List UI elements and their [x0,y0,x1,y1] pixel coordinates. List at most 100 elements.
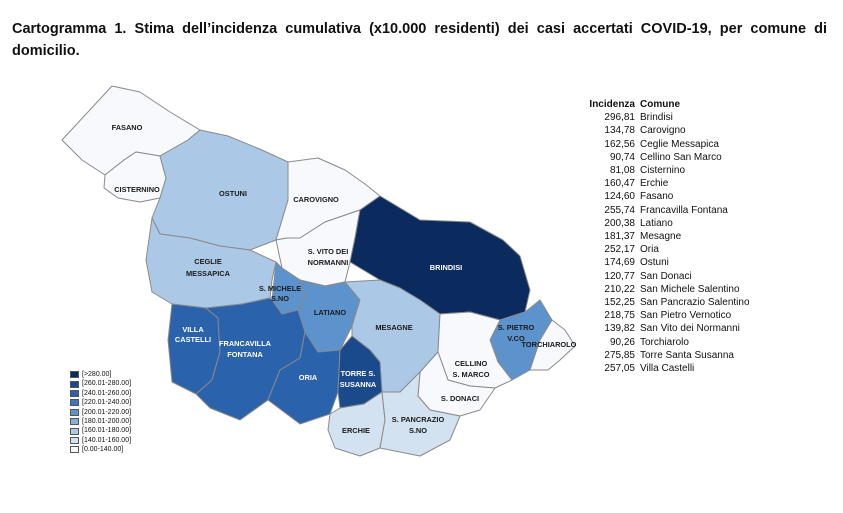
region-label-carovigno: CAROVIGNO [293,195,339,204]
header-comune: Comune [640,99,680,110]
comune-name: Cisternino [640,165,686,177]
table-row: 162,56 Ceglie Messapica [584,138,750,151]
region-ceglie-messapica [145,217,277,309]
region-label-torre-santa-susanna: SUSANNA [340,380,377,389]
table-row: 200,38 Latiano [584,217,750,230]
region-label-francavilla-fontana: FONTANA [227,350,263,359]
legend-label: [0.00-140.00] [82,446,124,454]
table-body: 296,81 Brindisi 134,78 Carovigno 162,56 Cegli… [584,111,750,375]
region-label-oria: ORIA [299,373,318,382]
region-label-san-michele-salentino: S.NO [271,294,289,303]
region-label-francavilla-fontana: FRANCAVILLA [219,339,272,348]
legend-swatch [70,427,79,435]
incidence-value: 90,26 [609,336,635,348]
comune-name: Brindisi [640,112,673,124]
legend-label: [240.01-260.00] [82,389,132,397]
region-label-san-vito-dei-normanni: NORMANNI [308,258,349,267]
region-label-san-pietro-vernotico: V.CO [507,334,525,343]
region-label-cisternino: CISTERNINO [114,185,160,194]
region-label-mesagne: MESAGNE [375,323,412,332]
table-row: 218,75 San Pietro Vernotico [584,309,750,322]
legend-item: [>280.00] [70,370,131,379]
legend-swatch [70,408,79,416]
comune-name: Erchie [640,178,669,190]
region-label-ceglie-messapica: CEGLIE [194,257,222,266]
legend-swatch [70,371,79,379]
table-header: Incidenza Comune [584,98,750,111]
table-row: 296,81 Brindisi [584,111,750,124]
legend-label: [260.01-280.00] [82,380,132,388]
legend-label: [180.01-200.00] [82,417,132,425]
incidence-value: 255,74 [604,204,635,216]
table-row: 255,74 Francavilla Fontana [584,204,750,217]
table-row: 90,26 Torchiarolo [584,336,750,349]
incidence-value: 160,47 [604,178,635,190]
incidence-value: 181,37 [604,231,635,243]
comune-name: San Vito dei Normanni [640,323,740,335]
header-incidenza: Incidenza [589,99,635,110]
table-row: 90,74 Cellino San Marco [584,151,750,164]
legend-label: [200.01-220.00] [82,408,132,416]
region-label-san-pancrazio-salentino: S. PANCRAZIO [392,415,445,424]
comune-name: San Pietro Vernotico [640,310,732,322]
incidence-value: 296,81 [604,112,635,124]
comune-name: Latiano [640,217,673,229]
map-title: Cartogramma 1. Stima dell’incidenza cumu… [12,21,827,59]
comune-name: San Michele Salentino [640,283,740,295]
legend-swatch [70,418,79,426]
table-row: 134,78 Carovigno [584,124,750,137]
comune-name: Mesagne [640,231,682,243]
region-torchiarolo [529,319,576,371]
table-row: 139,82 San Vito dei Normanni [584,322,750,335]
legend-swatch [70,436,79,444]
legend-item: [160.01-180.00] [70,426,131,435]
incidence-value: 200,38 [604,217,635,229]
region-label-torre-santa-susanna: TORRE S. [341,369,376,378]
comune-name: Ostuni [640,257,669,269]
incidence-table: Incidenza Comune 296,81 Brindisi 134,78 Car… [584,98,750,375]
incidence-value: 124,60 [604,191,635,203]
legend-item: [180.01-200.00] [70,417,131,426]
legend-swatch [70,399,79,407]
incidence-value: 257,05 [604,363,635,375]
incidence-value: 252,17 [604,244,635,256]
region-label-san-pancrazio-salentino: S.NO [409,426,427,435]
region-label-latiano: LATIANO [314,308,347,317]
table-row: 181,37 Mesagne [584,230,750,243]
legend-label: [140.01-160.00] [82,436,132,444]
region-label-cellino-san-marco: S. MARCO [453,370,490,379]
table-row: 160,47 Erchie [584,177,750,190]
comune-name: Francavilla Fontana [640,204,728,216]
incidence-value: 174,69 [604,257,635,269]
incidence-value: 162,56 [604,138,635,150]
legend-item: [260.01-280.00] [70,379,131,388]
comune-name: San Pancrazio Salentino [640,297,750,309]
region-label-villa-castelli: CASTELLI [175,335,211,344]
legend-item: [220.01-240.00] [70,398,131,407]
table-row: 252,17 Oria [584,243,750,256]
legend-label: [220.01-240.00] [82,399,132,407]
comune-name: Ceglie Messapica [640,138,719,150]
comune-name: Carovigno [640,125,686,137]
region-label-brindisi: BRINDISI [430,263,462,272]
region-label-san-michele-salentino: S. MICHELE [259,284,301,293]
table-row: 120,77 San Donaci [584,270,750,283]
legend-item: [140.01-160.00] [70,436,131,445]
incidence-value: 152,25 [604,297,635,309]
region-oria [267,331,341,425]
region-label-villa-castelli: VILLA [182,325,204,334]
table-row: 124,60 Fasano [584,190,750,203]
comune-name: Torre Santa Susanna [640,349,734,361]
incidence-value: 90,74 [609,151,635,163]
map-legend: [>280.00] [260.01-280.00] [240.01-260.00] [… [70,370,131,455]
region-label-san-donaci: S. DONACI [441,394,479,403]
comune-name: Torchiarolo [640,336,689,348]
comune-name: Cellino San Marco [640,151,722,163]
legend-swatch [70,389,79,397]
region-label-fasano: FASANO [112,123,143,132]
legend-swatch [70,380,79,388]
table-row: 257,05 Villa Castelli [584,362,750,375]
incidence-value: 218,75 [604,310,635,322]
incidence-value: 120,77 [604,270,635,282]
table-row: 152,25 San Pancrazio Salentino [584,296,750,309]
